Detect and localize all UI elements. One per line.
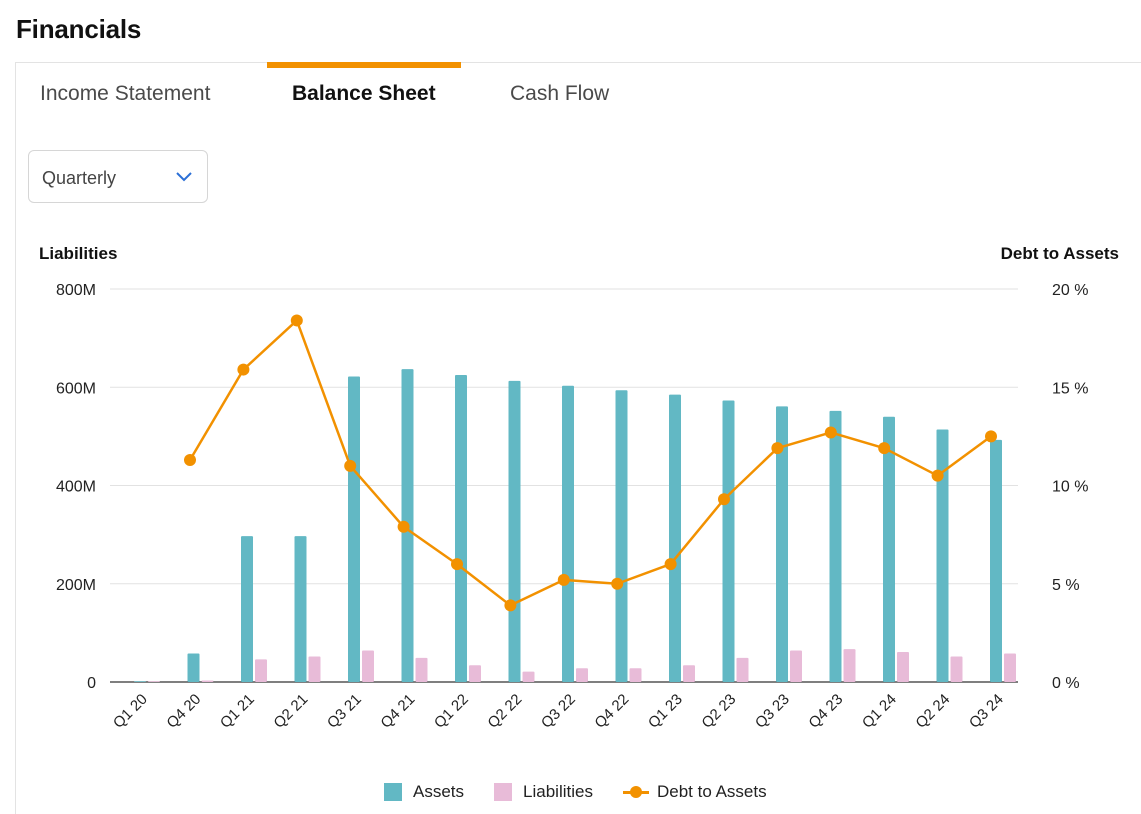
financials-card <box>15 62 1141 814</box>
point-debt-to-assets <box>184 453 196 466</box>
y-right-tick-label: 20 % <box>1052 282 1088 299</box>
bar-assets <box>669 394 681 682</box>
x-tick-label: Q1 22 <box>431 691 472 732</box>
bar-assets <box>241 536 253 682</box>
x-tick-label: Q1 21 <box>217 691 258 732</box>
legend-swatch-assets <box>384 783 402 801</box>
bar-liabilities <box>148 681 160 682</box>
point-debt-to-assets <box>931 469 944 482</box>
bar-liabilities <box>629 668 642 682</box>
bar-liabilities <box>201 680 214 682</box>
bar-assets <box>776 406 788 682</box>
bar-assets <box>187 653 200 682</box>
bar-liabilities <box>843 649 856 682</box>
x-tick-label: Q4 21 <box>377 691 418 732</box>
y-right-tick-label: 0 % <box>1052 675 1080 692</box>
point-debt-to-assets <box>290 314 303 327</box>
right-axis-title: Debt to Assets <box>1000 244 1119 263</box>
bar-liabilities <box>790 650 802 682</box>
legend-swatch-liabilities <box>494 783 513 801</box>
legend-assets[interactable]: Assets <box>384 782 464 802</box>
bar-assets <box>936 429 949 682</box>
left-axis-title: Liabilities <box>39 244 118 263</box>
bar-liabilities <box>1004 653 1016 682</box>
point-debt-to-assets <box>397 520 410 533</box>
series-line-debt-to-assets <box>188 319 992 607</box>
legend-swatch-debt-to-assets <box>622 783 649 801</box>
bar-liabilities <box>415 657 428 682</box>
y-left-tick-label: 200M <box>56 577 96 594</box>
bar-liabilities <box>576 668 588 682</box>
y-right-tick-label: 15 % <box>1052 380 1088 397</box>
period-select-value: Quarterly <box>42 168 117 188</box>
point-debt-to-assets <box>611 577 624 590</box>
active-tab-indicator <box>267 62 461 68</box>
point-debt-to-assets <box>878 442 891 455</box>
bar-liabilities <box>469 665 481 682</box>
x-tick-label: Q4 20 <box>163 691 204 732</box>
bar-assets <box>508 380 521 682</box>
bar-liabilities <box>255 659 267 682</box>
balance-sheet-chart: 0 200M 400M 600M 800M 0 % 5 % 10 % 15 % 20 % Q1 20… <box>56 282 1089 732</box>
x-tick-label: Q2 24 <box>912 691 953 732</box>
y-left-tick-label: 0 <box>87 675 96 692</box>
bar-liabilities <box>683 665 695 682</box>
point-debt-to-assets <box>451 558 463 571</box>
bar-assets <box>722 400 735 682</box>
tab-income-statement[interactable]: Income Statement <box>40 82 211 105</box>
bar-assets <box>294 536 307 682</box>
y-right-tick-label: 10 % <box>1052 479 1088 496</box>
point-debt-to-assets <box>664 558 677 571</box>
bar-assets <box>883 416 895 682</box>
chart-legend: Assets Liabilities Debt to Assets <box>384 782 797 802</box>
legend-label-debt-to-assets: Debt to Assets <box>656 782 767 801</box>
x-tick-label: Q3 24 <box>966 691 1007 732</box>
chevron-down-icon <box>176 172 192 182</box>
y-left-tick-label: 800M <box>56 282 96 299</box>
y-left-tick-label: 400M <box>56 479 96 496</box>
x-tick-label: Q3 23 <box>752 691 793 732</box>
x-tick-label: Q2 22 <box>484 691 525 732</box>
bar-assets <box>562 385 574 682</box>
point-debt-to-assets <box>344 459 357 472</box>
x-tick-label: Q3 22 <box>538 691 579 732</box>
x-tick-label: Q2 21 <box>270 691 311 732</box>
x-tick-label: Q3 21 <box>324 691 365 732</box>
bar-assets <box>990 439 1002 682</box>
tab-balance-sheet[interactable]: Balance Sheet <box>292 82 436 105</box>
page-title: Financials <box>16 14 142 44</box>
point-debt-to-assets <box>237 363 250 376</box>
x-tick-label: Q4 22 <box>591 691 632 732</box>
y-left-tick-label: 600M <box>56 380 96 397</box>
bar-liabilities <box>897 652 909 682</box>
legend-liabilities[interactable]: Liabilities <box>494 782 593 802</box>
bar-liabilities <box>522 671 535 682</box>
legend-label-liabilities: Liabilities <box>523 782 593 801</box>
point-debt-to-assets <box>718 493 730 506</box>
legend-debt-to-assets[interactable]: Debt to Assets <box>622 782 767 802</box>
bar-liabilities <box>736 657 749 682</box>
point-debt-to-assets <box>557 573 570 586</box>
point-debt-to-assets <box>985 430 997 443</box>
bar-assets <box>455 374 467 682</box>
bar-assets <box>348 376 360 682</box>
legend-label-assets: Assets <box>413 782 465 801</box>
point-debt-to-assets <box>824 426 837 439</box>
y-right-tick-label: 5 % <box>1052 577 1080 594</box>
x-tick-label: Q2 23 <box>698 691 739 732</box>
bar-liabilities <box>308 656 321 682</box>
x-tick-label: Q1 24 <box>859 691 900 732</box>
bar-assets <box>615 390 628 682</box>
period-select[interactable]: Quarterly <box>28 150 208 203</box>
bar-liabilities <box>362 650 374 682</box>
tab-cash-flow[interactable]: Cash Flow <box>510 82 610 105</box>
x-tick-label: Q4 23 <box>805 691 846 732</box>
point-debt-to-assets <box>771 442 784 455</box>
point-debt-to-assets <box>504 599 517 612</box>
bar-liabilities <box>950 656 963 682</box>
bar-assets <box>829 410 842 682</box>
x-tick-label: Q1 23 <box>645 691 686 732</box>
bar-assets <box>134 681 146 682</box>
x-tick-label: Q1 20 <box>110 691 151 732</box>
